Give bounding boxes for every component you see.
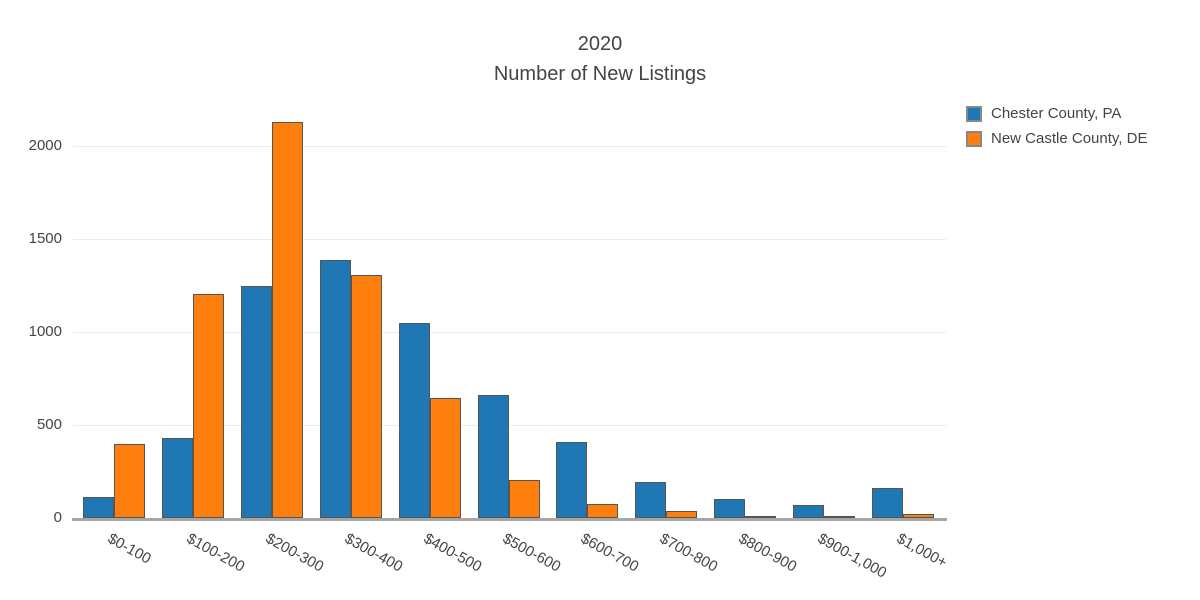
bar-new-castle-county-de-900-1-000: [823, 515, 855, 518]
bar-new-castle-county-de-700-800: [666, 510, 698, 518]
bar-new-castle-county-de-0-100: [114, 443, 146, 518]
bar-chester-county-pa-700-800: [635, 481, 667, 518]
bar-chester-county-pa-0-100: [83, 496, 115, 518]
y-tick-label-0: 0: [53, 509, 62, 526]
legend-label-new-castle-county-de: New Castle County, DE: [991, 130, 1148, 147]
legend-label-chester-county-pa: Chester County, PA: [991, 105, 1122, 122]
bar-chester-county-pa-400-500: [398, 322, 430, 518]
bar-new-castle-county-de-1-000: [902, 514, 934, 518]
x-tick-label-600-700: $600-700: [578, 530, 642, 576]
x-tick-label-700-800: $700-800: [656, 530, 721, 576]
x-tick-label-100-200: $100-200: [183, 530, 248, 576]
gridline-y-2000: [73, 146, 946, 147]
bar-new-castle-county-de-500-600: [508, 479, 540, 518]
bar-chester-county-pa-300-400: [319, 259, 351, 518]
x-axis-line: [72, 518, 947, 521]
bar-new-castle-county-de-200-300: [272, 122, 303, 518]
bar-new-castle-county-de-300-400: [350, 274, 382, 518]
legend: Chester County, PA New Castle County, DE: [966, 106, 1147, 156]
bar-new-castle-county-de-800-900: [745, 515, 776, 518]
legend-item-new-castle-county-de[interactable]: New Castle County, DE: [966, 131, 1147, 147]
chart-title: 2020 Number of New Listings: [0, 29, 1200, 89]
bar-chester-county-pa-500-600: [477, 394, 509, 518]
bar-chester-county-pa-200-300: [241, 285, 272, 518]
x-tick-label-500-600: $500-600: [499, 530, 563, 576]
legend-swatch-orange-icon: [966, 131, 982, 147]
bar-chester-county-pa-800-900: [714, 499, 745, 518]
gridline-y-1500: [73, 239, 946, 240]
chart-title-line-1: 2020: [577, 33, 623, 55]
bar-chester-county-pa-900-1-000: [792, 505, 824, 518]
bar-new-castle-county-de-400-500: [429, 398, 461, 518]
gridline-y-1000: [73, 332, 946, 333]
x-tick-label-0-100: $0-100: [105, 530, 155, 568]
chart-title-line-2: Number of New Listings: [493, 63, 707, 85]
x-tick-label-900-1-000: $900-1,000: [814, 530, 890, 582]
x-tick-label-800-900: $800-900: [735, 530, 800, 576]
x-tick-label-200-300: $200-300: [262, 530, 327, 576]
y-tick-label-1500: 1500: [28, 230, 62, 247]
bar-chester-county-pa-600-700: [556, 441, 588, 518]
gridline-y-500: [73, 425, 946, 426]
legend-swatch-blue-icon: [966, 106, 982, 122]
bar-chester-county-pa-1-000: [871, 488, 903, 518]
x-tick-label-300-400: $300-400: [341, 530, 406, 576]
y-tick-label-2000: 2000: [28, 137, 62, 154]
x-tick-label-400-500: $400-500: [420, 530, 485, 576]
bar-chester-county-pa-100-200: [162, 438, 194, 518]
y-tick-label-1000: 1000: [28, 323, 62, 340]
y-tick-label-500: 500: [36, 416, 62, 433]
bar-new-castle-county-de-100-200: [193, 294, 225, 518]
x-tick-label-1-000: $1,000+: [893, 530, 950, 572]
legend-item-chester-county-pa[interactable]: Chester County, PA: [966, 106, 1147, 122]
bar-new-castle-county-de-600-700: [587, 504, 619, 518]
